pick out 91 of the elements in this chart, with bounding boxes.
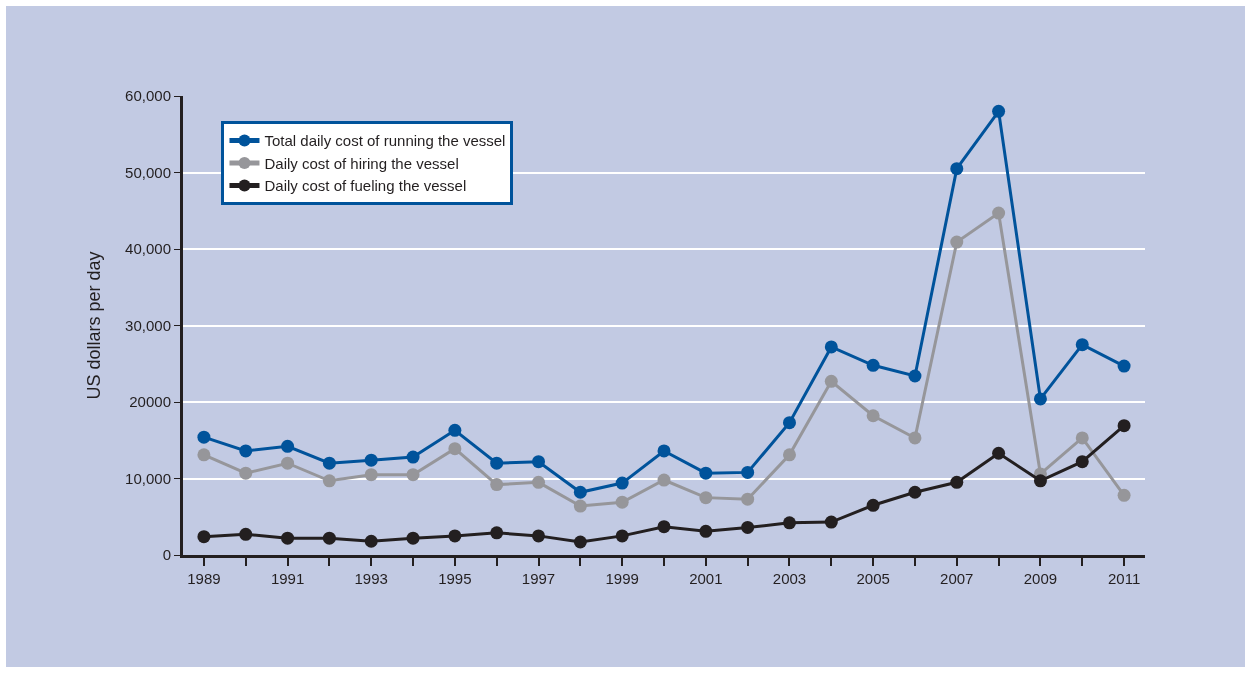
point bbox=[741, 520, 755, 534]
point bbox=[490, 456, 504, 470]
point bbox=[573, 485, 587, 499]
point bbox=[448, 442, 462, 456]
x-tick-label: 2009 bbox=[1023, 570, 1058, 587]
x-tick-label: 1993 bbox=[354, 570, 388, 587]
point bbox=[532, 455, 546, 469]
point bbox=[573, 499, 587, 513]
point bbox=[197, 530, 211, 544]
legend-label: Daily cost of hiring the vessel bbox=[264, 154, 459, 172]
point bbox=[615, 529, 629, 543]
point bbox=[1033, 474, 1047, 488]
point bbox=[824, 515, 838, 529]
x-tick-label: 2003 bbox=[772, 570, 807, 587]
point bbox=[992, 104, 1006, 118]
point bbox=[1033, 392, 1047, 406]
x-tick-label: 1989 bbox=[187, 570, 221, 587]
point bbox=[448, 529, 462, 543]
point bbox=[908, 369, 922, 383]
point bbox=[364, 468, 378, 482]
point bbox=[1075, 455, 1089, 469]
x-tick-label: 2011 bbox=[1107, 570, 1141, 587]
point bbox=[657, 520, 671, 534]
point bbox=[322, 474, 336, 488]
y-tick-label: 40,000 bbox=[125, 240, 171, 258]
point bbox=[364, 453, 378, 467]
point bbox=[281, 531, 295, 545]
point bbox=[1117, 488, 1131, 502]
x-tick-label: 2001 bbox=[689, 570, 723, 587]
point bbox=[699, 524, 713, 538]
point bbox=[197, 430, 211, 444]
point bbox=[866, 409, 880, 423]
x-tick-label: 2007 bbox=[940, 570, 974, 587]
point bbox=[281, 456, 295, 470]
point bbox=[824, 374, 838, 388]
point bbox=[490, 526, 504, 540]
point bbox=[406, 450, 420, 464]
point bbox=[1075, 431, 1089, 445]
x-tick-label: 1995 bbox=[438, 570, 472, 587]
point bbox=[699, 466, 713, 480]
point bbox=[532, 475, 546, 489]
point bbox=[406, 468, 420, 482]
point bbox=[699, 491, 713, 505]
point bbox=[1117, 419, 1131, 433]
x-tick-label: 1991 bbox=[270, 570, 305, 587]
y-tick-label: 0 bbox=[162, 546, 171, 564]
point bbox=[615, 495, 629, 509]
point bbox=[782, 448, 796, 462]
point bbox=[992, 446, 1006, 460]
x-tick-label: 1999 bbox=[605, 570, 639, 587]
x-tick-label: 1997 bbox=[521, 570, 556, 587]
y-tick-label: 20000 bbox=[129, 393, 171, 411]
point bbox=[782, 516, 796, 530]
point bbox=[322, 531, 336, 545]
point bbox=[615, 476, 629, 490]
point bbox=[448, 423, 462, 437]
y-axis-title: US dollars per day bbox=[84, 251, 105, 400]
point bbox=[406, 531, 420, 545]
legend-label: Total daily cost of running the vessel bbox=[264, 132, 506, 150]
legend-label: Daily cost of fueling the vessel bbox=[264, 177, 467, 195]
y-tick-label: 30,000 bbox=[125, 316, 171, 334]
y-tick-label: 60,000 bbox=[125, 87, 171, 105]
point bbox=[1117, 359, 1131, 373]
point bbox=[239, 444, 253, 458]
point bbox=[824, 340, 838, 354]
point bbox=[866, 498, 880, 512]
y-tick-label: 50,000 bbox=[125, 163, 171, 181]
point bbox=[741, 465, 755, 479]
point bbox=[657, 444, 671, 458]
point bbox=[322, 456, 336, 470]
point bbox=[239, 527, 253, 541]
x-tick-label: 2005 bbox=[856, 570, 890, 587]
point bbox=[950, 235, 964, 249]
point bbox=[239, 466, 253, 480]
point bbox=[197, 448, 211, 462]
y-tick-label: 10,000 bbox=[125, 469, 171, 487]
point bbox=[532, 529, 546, 543]
point bbox=[657, 473, 671, 487]
point bbox=[741, 492, 755, 506]
point bbox=[950, 162, 964, 176]
point bbox=[782, 416, 796, 430]
point bbox=[908, 431, 922, 445]
point bbox=[281, 439, 295, 453]
point bbox=[490, 478, 504, 492]
point bbox=[908, 485, 922, 499]
point bbox=[364, 534, 378, 548]
point bbox=[992, 206, 1006, 220]
point bbox=[950, 475, 964, 489]
point bbox=[573, 535, 587, 549]
point bbox=[1075, 338, 1089, 352]
point bbox=[866, 358, 880, 372]
